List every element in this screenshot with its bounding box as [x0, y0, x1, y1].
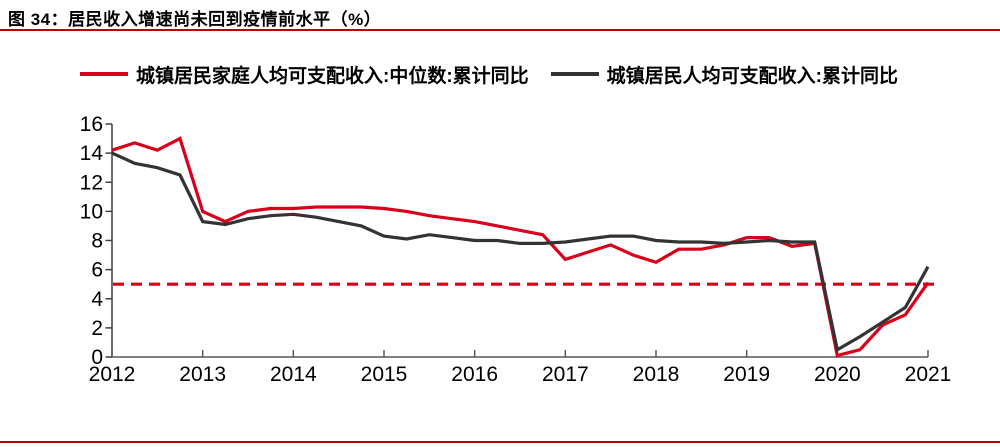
x-axis-tick-label: 2017 — [542, 363, 589, 386]
y-axis-tick-label: 14 — [80, 142, 104, 165]
legend-line-swatch-black — [550, 72, 599, 76]
y-axis-tick-label: 2 — [91, 317, 103, 340]
legend-label-per-capita-income: 城镇居民人均可支配收入:累计同比 — [606, 65, 898, 87]
legend-line-swatch-red — [80, 72, 128, 76]
x-axis-tick-label: 2016 — [451, 363, 498, 386]
y-axis-tick-label: 6 — [91, 259, 103, 282]
x-axis-tick-label: 2020 — [814, 363, 861, 386]
y-axis-tick-label: 12 — [80, 171, 103, 194]
x-axis-tick-label: 2021 — [905, 363, 952, 386]
y-axis-tick-label: 8 — [91, 230, 103, 253]
legend-item-per-capita-income: 城镇居民人均可支配收入:累计同比 — [550, 61, 898, 88]
x-axis-tick-label: 2014 — [270, 363, 317, 386]
x-axis-tick-label: 2012 — [89, 363, 136, 386]
y-axis-tick-label: 0 — [91, 346, 103, 369]
y-axis-tick-label: 4 — [91, 288, 103, 311]
footer-rule — [0, 441, 1000, 443]
figure-title: 图 34：居民收入增速尚未回到疫情前水平（%） — [8, 10, 382, 29]
x-axis-tick-label: 2015 — [361, 363, 408, 386]
x-axis-tick-label: 2018 — [633, 363, 680, 386]
legend-item-median-income: 城镇居民家庭人均可支配收入:中位数:累计同比 — [80, 61, 529, 88]
legend-label-median-income: 城镇居民家庭人均可支配收入:中位数:累计同比 — [136, 65, 529, 87]
series-line-per-capita — [111, 151, 930, 353]
x-axis-tick-label: 2013 — [179, 363, 226, 386]
y-axis-tick-label: 10 — [80, 200, 103, 223]
y-axis-tick-label: 16 — [80, 113, 103, 136]
title-underline-rule — [0, 29, 1000, 31]
chart-legend: 城镇居民家庭人均可支配收入:中位数:累计同比 城镇居民人均可支配收入:累计同比 — [80, 61, 898, 88]
x-axis-tick-label: 2019 — [723, 363, 770, 386]
series-line-median — [111, 136, 930, 358]
